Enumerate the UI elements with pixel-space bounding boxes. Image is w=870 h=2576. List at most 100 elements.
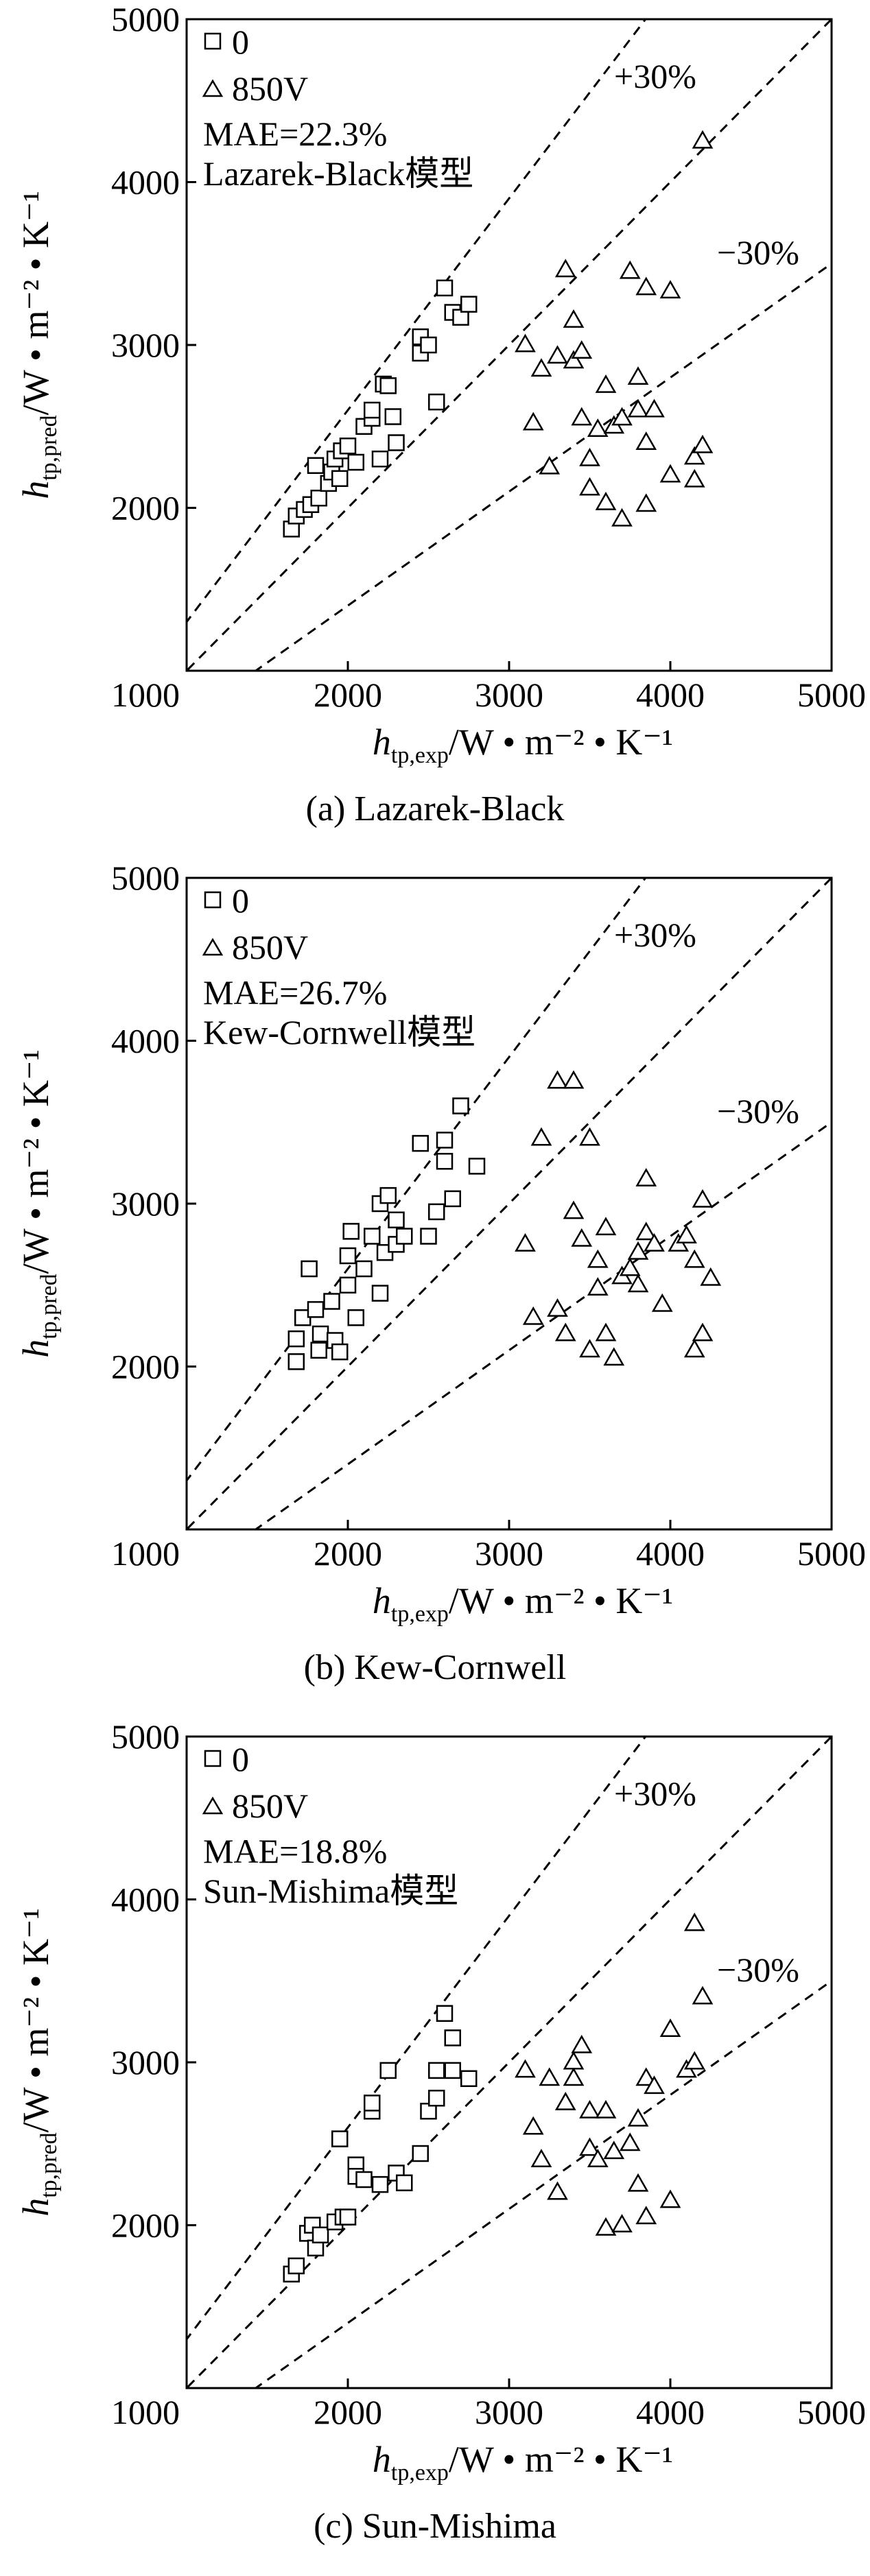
data-point-triangle [595, 2099, 617, 2119]
reference-line [187, 878, 647, 1483]
data-point-triangle [530, 358, 552, 377]
data-point-square [388, 434, 405, 451]
data-point-triangle [644, 398, 665, 418]
data-point-square [339, 1247, 357, 1265]
data-point-square [331, 470, 349, 487]
data-point-triangle [644, 2075, 665, 2095]
data-point-square [339, 1276, 357, 1293]
y-axis-title: htp,pred/W • m⁻² • K⁻¹ [15, 1908, 62, 2217]
data-point-square [364, 2095, 381, 2112]
data-point-triangle [563, 350, 585, 369]
data-point-triangle [563, 1200, 585, 1219]
data-point-square [347, 1309, 364, 1326]
data-point-triangle [547, 1070, 568, 1089]
data-point-triangle [515, 1232, 536, 1252]
y-tick-label: 4000 [111, 163, 180, 202]
data-point-square [310, 1341, 327, 1359]
data-point-triangle [554, 2091, 576, 2110]
data-point-triangle [659, 280, 681, 299]
x-tick-label: 4000 [636, 1534, 705, 1573]
data-point-triangle [627, 366, 649, 385]
data-point-square [287, 2257, 305, 2275]
y-axis-title: htp,pred/W • m⁻² • K⁻¹ [15, 191, 62, 499]
data-point-triangle [563, 2067, 585, 2086]
scatter-plot: 2000 3000 4000 5000 2000 3000 4000 5000 1000 htp,… [15, 0, 866, 768]
model-label: Lazarek-Black模型 [203, 154, 473, 193]
data-point-square [436, 279, 454, 297]
data-point-square [379, 1186, 397, 1204]
data-point-triangle [635, 2067, 657, 2086]
reference-line [187, 1737, 832, 2388]
reference-lines [187, 19, 832, 671]
legend-triangle-marker [202, 1796, 224, 1815]
x-tick-label: 3000 [475, 2393, 543, 2431]
y-tick-label: 4000 [111, 1881, 180, 1919]
data-point-triangle [595, 1322, 617, 1341]
data-point-triangle [547, 1298, 568, 1317]
chart-panel: 2000 3000 4000 5000 2000 3000 4000 5000 1000 htp,… [0, 1717, 870, 2576]
data-point-triangle [692, 1189, 714, 1208]
x-tick-label: 2000 [314, 2393, 382, 2431]
panel-caption: (c) Sun-Mishima [314, 2507, 556, 2546]
data-point-triangle [676, 1225, 697, 1243]
data-point-triangle [579, 2137, 600, 2156]
data-point-triangle [579, 447, 600, 466]
x-tick-label: 3000 [475, 1534, 543, 1573]
data-point-square [364, 1228, 381, 1245]
plus-30-label: +30% [614, 57, 696, 95]
data-point-square [331, 1343, 349, 1361]
data-point-triangle [579, 1127, 600, 1146]
data-point-triangle [683, 468, 705, 488]
reference-line [187, 878, 832, 1529]
data-point-triangle [571, 340, 593, 359]
data-point-square [371, 2175, 389, 2193]
x-tick-label: 3000 [475, 676, 543, 714]
model-label: Kew-Cornwell模型 [203, 1013, 475, 1051]
data-point-triangle [635, 1167, 657, 1186]
y-tick-label: 2000 [111, 1348, 180, 1386]
y-tick-label: 3000 [111, 2043, 180, 2082]
x-tick-label: 4000 [636, 2393, 705, 2431]
data-point-triangle [587, 2149, 609, 2167]
data-point-square [301, 1260, 318, 1278]
data-point-square [428, 2062, 445, 2079]
legend-label-850v: 850V [232, 928, 308, 966]
series-850v [515, 130, 714, 527]
y-tick-label: 5000 [111, 0, 180, 38]
data-point-square [396, 2174, 413, 2191]
data-point-triangle [627, 1241, 649, 1260]
minus-30-label: −30% [717, 233, 799, 272]
data-point-square [287, 1353, 305, 1370]
legend-label-0: 0 [232, 881, 249, 920]
data-point-triangle [659, 2189, 681, 2208]
x-axis-title: htp,exp/W • m⁻² • K⁻¹ [373, 1580, 673, 1627]
data-point-square [364, 401, 381, 419]
minus-30-label: −30% [717, 1951, 799, 1989]
data-point-square [428, 393, 445, 411]
x-tick-label: 5000 [797, 676, 866, 714]
series-850v [515, 1070, 722, 1366]
origin-tick-label: 1000 [111, 2393, 180, 2431]
origin-tick-label: 1000 [111, 1534, 180, 1573]
data-point-square [287, 1330, 305, 1348]
data-point-triangle [683, 1912, 705, 1931]
series-0 [283, 2005, 478, 2282]
data-point-triangle [587, 418, 609, 437]
x-axis-title: htp,exp/W • m⁻² • K⁻¹ [373, 2439, 673, 2485]
data-point-triangle [635, 431, 657, 450]
data-point-triangle [563, 1070, 585, 1089]
data-point-triangle [530, 2149, 552, 2167]
data-point-square [355, 1260, 373, 1278]
x-tick-label: 5000 [797, 1534, 866, 1573]
data-point-square [396, 1228, 413, 1245]
data-point-triangle [571, 1228, 593, 1247]
data-point-triangle [659, 2018, 681, 2037]
series-0 [283, 279, 478, 538]
data-point-square [371, 451, 389, 468]
data-point-triangle [683, 1249, 705, 1268]
data-point-square [388, 1211, 405, 1228]
data-point-triangle [522, 412, 544, 431]
data-point-triangle [627, 398, 649, 418]
legend-label-0: 0 [232, 1740, 249, 1778]
x-tick-label: 5000 [797, 2393, 866, 2431]
